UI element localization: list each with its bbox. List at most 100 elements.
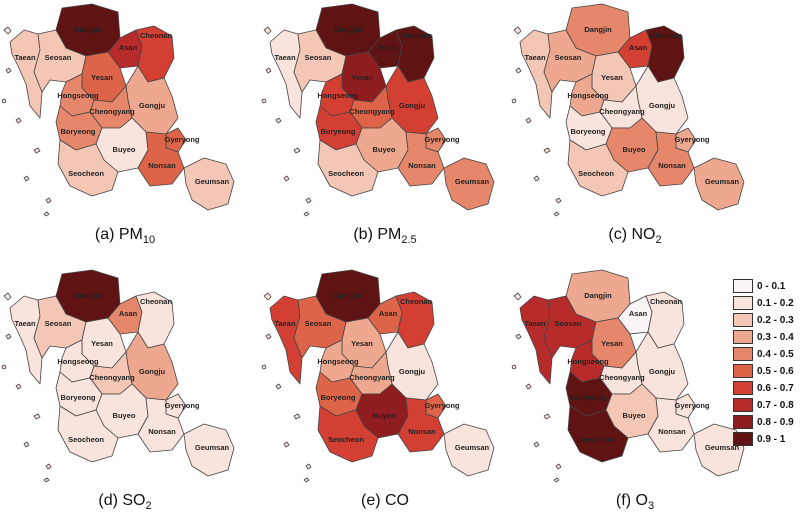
island-shape bbox=[265, 67, 272, 74]
island-shape bbox=[263, 292, 272, 301]
legend-item: 0.5 - 0.6 bbox=[733, 363, 797, 379]
region-geumsan bbox=[443, 157, 495, 211]
region-geumsan bbox=[183, 423, 235, 477]
region-label-cheongyang: Cheongyang bbox=[89, 107, 135, 116]
map-panel-co: Dangjin Asan Cheonan Taean Seosan Yesan Hongse… bbox=[260, 266, 510, 528]
region-label-boryeong: Boryeong bbox=[570, 393, 605, 402]
region-label-yesan: Yesan bbox=[351, 73, 373, 82]
region-label-buyeo: Buyeo bbox=[373, 411, 396, 420]
island-shape bbox=[293, 413, 301, 420]
island-shape bbox=[45, 197, 52, 204]
legend-item: 0.1 - 0.2 bbox=[733, 295, 797, 311]
caption-letter: (a) bbox=[94, 226, 115, 243]
region-seocheon bbox=[317, 139, 379, 197]
legend-swatch bbox=[733, 381, 753, 395]
region-label-asan: Asan bbox=[119, 309, 138, 318]
region-label-nonsan: Nonsan bbox=[658, 161, 686, 170]
region-label-hongseong: Hongseong bbox=[57, 91, 99, 100]
region-label-boryeong: Boryeong bbox=[60, 393, 95, 402]
region-label-seocheon: Seocheon bbox=[68, 169, 104, 178]
legend-item: 0.3 - 0.4 bbox=[733, 329, 797, 345]
legend-swatch bbox=[733, 313, 753, 327]
island-shape bbox=[3, 26, 12, 35]
region-taean bbox=[9, 29, 43, 119]
legend-item: 0.4 - 0.5 bbox=[733, 346, 797, 362]
legend-item: 0 - 0.1 bbox=[733, 278, 797, 294]
legend-item: 0.9 - 1 bbox=[733, 431, 797, 447]
region-label-asan: Asan bbox=[119, 43, 138, 52]
island-shape bbox=[15, 383, 22, 390]
island-shape bbox=[543, 147, 551, 154]
caption-no2: (c) NO2 bbox=[510, 226, 760, 246]
region-label-cheonan: Cheonan bbox=[140, 297, 173, 306]
region-taean bbox=[519, 295, 553, 385]
region-label-seocheon: Seocheon bbox=[68, 435, 104, 444]
caption-sub: 10 bbox=[142, 234, 156, 247]
region-seocheon bbox=[317, 405, 379, 463]
caption-letter: (c) bbox=[608, 226, 628, 243]
island-shape bbox=[555, 197, 562, 204]
region-label-cheongyang: Cheongyang bbox=[349, 107, 395, 116]
island-shape bbox=[5, 67, 12, 74]
region-label-nonsan: Nonsan bbox=[658, 427, 686, 436]
island-shape bbox=[1, 364, 7, 370]
island-shape bbox=[513, 292, 522, 301]
island-shape bbox=[513, 26, 522, 35]
region-label-seosan: Seosan bbox=[45, 319, 72, 328]
region-nonsan bbox=[137, 131, 185, 187]
legend-label: 0.3 - 0.4 bbox=[757, 331, 794, 343]
region-label-gyeryong: Gyeryong bbox=[674, 401, 709, 410]
region-label-cheonan: Cheonan bbox=[650, 297, 683, 306]
region-label-hongseong: Hongseong bbox=[57, 357, 99, 366]
region-label-seosan: Seosan bbox=[305, 53, 332, 62]
island-shape bbox=[23, 441, 30, 448]
island-shape bbox=[265, 333, 272, 340]
region-label-nonsan: Nonsan bbox=[148, 427, 176, 436]
region-nonsan bbox=[397, 131, 445, 187]
region-label-cheongyang: Cheongyang bbox=[89, 373, 135, 382]
region-taean bbox=[269, 295, 303, 385]
region-label-asan: Asan bbox=[379, 309, 398, 318]
region-label-taean: Taean bbox=[274, 53, 296, 62]
region-label-geumsan: Geumsan bbox=[455, 177, 490, 186]
legend-label: 0.4 - 0.5 bbox=[757, 348, 794, 360]
island-shape bbox=[33, 413, 41, 420]
region-seocheon bbox=[57, 139, 119, 197]
map-panel-no2: Dangjin Asan Cheonan Taean Seosan Yesan Hongse… bbox=[510, 0, 760, 262]
caption-co: (e) CO bbox=[260, 492, 510, 512]
map-panel-pm10: Dangjin Asan Cheonan Taean Seosan Yesan Hongse… bbox=[0, 0, 250, 262]
island-shape bbox=[525, 383, 532, 390]
island-shape bbox=[45, 463, 52, 470]
legend-item: 0.7 - 0.8 bbox=[733, 397, 797, 413]
legend-label: 0.2 - 0.3 bbox=[757, 314, 794, 326]
region-label-cheongyang: Cheongyang bbox=[599, 373, 645, 382]
island-shape bbox=[3, 292, 12, 301]
region-label-taean: Taean bbox=[524, 53, 546, 62]
region-label-cheonan: Cheonan bbox=[650, 31, 683, 40]
region-label-nonsan: Nonsan bbox=[408, 161, 436, 170]
island-shape bbox=[261, 364, 267, 370]
island-shape bbox=[33, 147, 41, 154]
island-shape bbox=[511, 364, 517, 370]
legend-label: 0.5 - 0.6 bbox=[757, 365, 794, 377]
legend-label: 0 - 0.1 bbox=[757, 280, 786, 292]
island-shape bbox=[303, 477, 310, 483]
legend-label: 0.6 - 0.7 bbox=[757, 382, 794, 394]
map-panel-pm25: Dangjin Asan Cheonan Taean Seosan Yesan Hongse… bbox=[260, 0, 510, 262]
region-label-yesan: Yesan bbox=[601, 73, 623, 82]
region-label-hongseong: Hongseong bbox=[567, 357, 609, 366]
island-shape bbox=[283, 441, 290, 448]
region-seocheon bbox=[57, 405, 119, 463]
region-label-boryeong: Boryeong bbox=[320, 127, 355, 136]
region-label-gongju: Gongju bbox=[399, 101, 426, 110]
legend-label: 0.8 - 0.9 bbox=[757, 416, 794, 428]
map-legend: 0 - 0.1 0.1 - 0.2 0.2 - 0.3 0.3 - 0.4 0.… bbox=[733, 278, 797, 448]
legend-swatch bbox=[733, 296, 753, 310]
region-label-geumsan: Geumsan bbox=[195, 443, 230, 452]
region-taean bbox=[519, 29, 553, 119]
caption-pm25: (b) PM2.5 bbox=[260, 226, 510, 246]
island-shape bbox=[303, 211, 310, 217]
region-label-geumsan: Geumsan bbox=[195, 177, 230, 186]
